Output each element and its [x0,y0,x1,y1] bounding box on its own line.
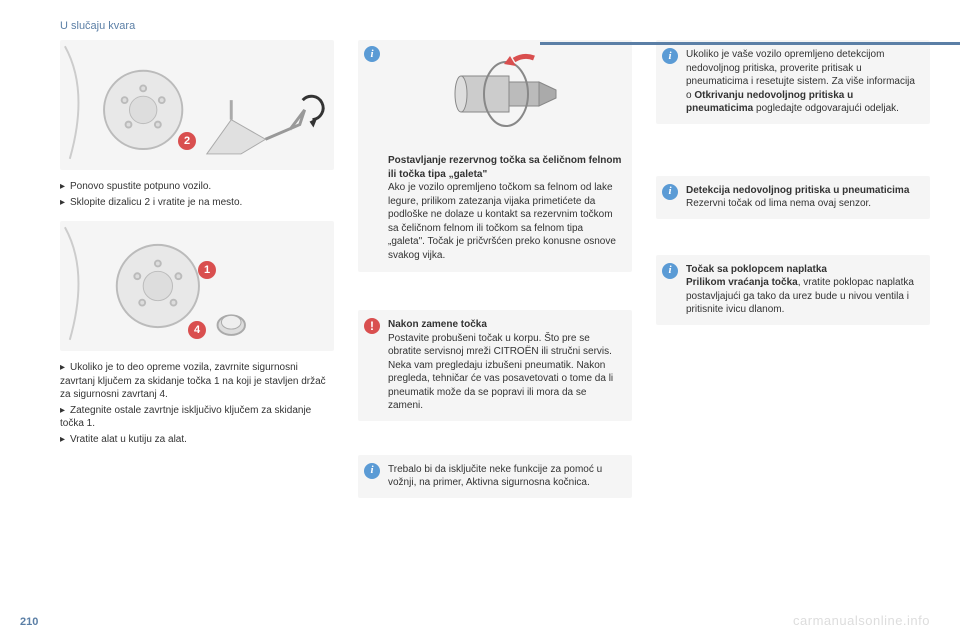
bullet-group-2: ▸Ukoliko je to deo opreme vozila, zavrni… [60,361,334,448]
column-2: i Po [358,40,632,600]
info-text: Točak sa poklopcem naplatka Prilikom vra… [686,263,922,317]
info-title: Detekcija nedovoljnog pritiska u pneumat… [686,185,909,196]
manual-page: U slučaju kvara [0,0,960,640]
page-header: U slučaju kvara [60,20,930,32]
list-item: ▸Ukoliko je to deo opreme vozila, zavrni… [60,361,334,402]
list-item: ▸Vratite alat u kutiju za alat. [60,433,334,447]
warning-title: Nakon zamene točka [388,319,487,330]
content-columns: 2 ▸Ponovo spustite potpuno vozilo. ▸Sklo… [60,40,930,600]
warning-icon: ! [364,318,380,334]
warning-body: Postavite probušeni točak u korpu. Što p… [388,333,613,412]
info-text: Detekcija nedovoljnog pritiska u pneumat… [686,184,922,211]
warning-text: Nakon zamene točka Postavite probušeni t… [388,318,624,413]
info-title: Točak sa poklopcem naplatka [686,264,827,275]
info-title: Postavljanje rezervnog točka sa čeličnom… [388,155,621,180]
info-icon: i [364,463,380,479]
header-rule [540,42,960,45]
list-item: ▸Ponovo spustite potpuno vozilo. [60,180,334,194]
warning-box-after-change: ! Nakon zamene točka Postavite probušeni… [358,310,632,421]
info-icon: i [662,48,678,64]
info-icon: i [662,263,678,279]
watermark: carmanualsonline.info [793,613,930,628]
info-body: Trebalo bi da isključite neke funkcije z… [388,463,624,490]
column-1: 2 ▸Ponovo spustite potpuno vozilo. ▸Sklo… [60,40,334,600]
list-item: ▸Zategnite ostale zavrtnje isključivo kl… [60,404,334,431]
info-box-tpms-detect: i Detekcija nedovoljnog pritiska u pneum… [656,176,930,219]
info-body: Ako je vozilo opremljeno točkom sa felno… [388,182,616,261]
list-item: ▸Sklopite dizalicu 2 i vratite je na mes… [60,196,334,210]
column-3: i Ukoliko je vaše vozilo opremljeno dete… [656,40,930,600]
info-text: Ukoliko je vaše vozilo opremljeno detekc… [686,48,922,116]
bullet-group-1: ▸Ponovo spustite potpuno vozilo. ▸Sklopi… [60,180,334,211]
figure-jack-lower: 2 [60,40,334,170]
callout-badge-2: 2 [178,132,196,150]
info-box-spare-wheel: i Po [358,40,632,272]
callout-badge-4: 4 [188,321,206,339]
info-box-hubcap: i Točak sa poklopcem naplatka Prilikom v… [656,255,930,325]
figure-wheel-bolt: 1 4 [60,221,334,351]
page-number: 210 [20,616,38,628]
figure-bolt-washer [388,46,624,140]
callout-badge-1: 1 [198,261,216,279]
info-body: Rezervni točak od lima nema ovaj senzor. [686,198,871,209]
info-box-tpms-reset: i Ukoliko je vaše vozilo opremljeno dete… [656,40,930,124]
info-box-disable-aids: i Trebalo bi da isključite neke funkcije… [358,455,632,498]
info-icon: i [662,184,678,200]
info-icon: i [364,46,380,62]
header-title: U slučaju kvara [60,20,135,32]
info-text: Postavljanje rezervnog točka sa čeličnom… [358,148,632,272]
